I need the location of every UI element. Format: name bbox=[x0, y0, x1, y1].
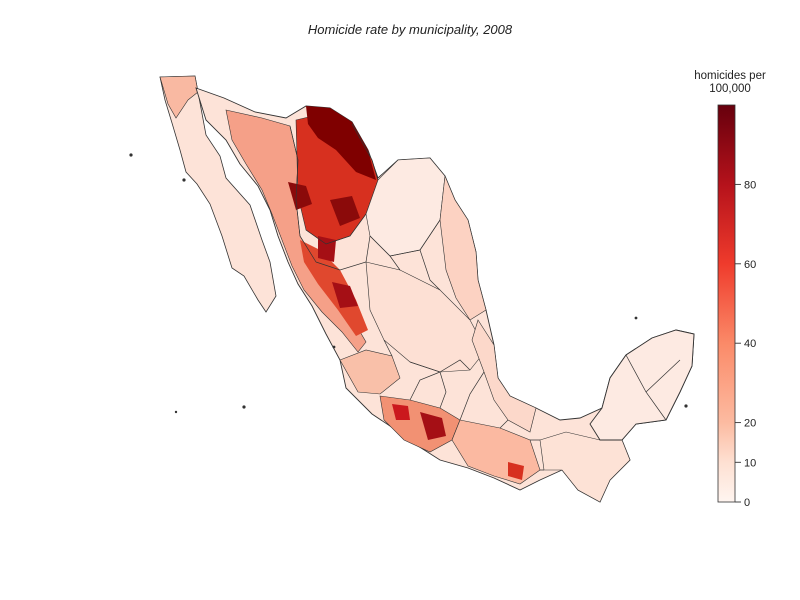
island-revillagigedo bbox=[174, 410, 178, 414]
island-guadalupe bbox=[129, 153, 133, 157]
legend-colorbar bbox=[717, 104, 736, 503]
durango-hotspot bbox=[332, 282, 358, 308]
legend-tick-label: 80 bbox=[744, 179, 756, 191]
veracruz-region bbox=[471, 319, 537, 433]
baja-california-north-region bbox=[159, 75, 199, 119]
yucatan-state-border bbox=[625, 354, 681, 421]
chihuahua-hotspot-center bbox=[330, 196, 360, 226]
island-cozumel bbox=[684, 404, 688, 408]
chiapas-region bbox=[539, 431, 631, 503]
tamaulipas-region bbox=[439, 174, 487, 321]
state-borders bbox=[289, 123, 544, 471]
legend-tick-label: 40 bbox=[744, 338, 756, 350]
island-socorro bbox=[242, 405, 246, 409]
legend: 0 10 20 40 60 80 bbox=[717, 104, 756, 509]
guerrero-hotspot bbox=[420, 412, 446, 440]
island-arrecife bbox=[634, 316, 638, 320]
ciudad-juarez-hotspot bbox=[306, 106, 376, 180]
jalisco-region bbox=[339, 349, 401, 395]
island-tiburon bbox=[182, 178, 186, 182]
island-tres-marias bbox=[332, 345, 336, 349]
baja-california-region bbox=[159, 75, 277, 313]
oaxaca-hotspot bbox=[508, 462, 524, 480]
map-title: Homicide rate by municipality, 2008 bbox=[307, 22, 513, 37]
legend-tick-label: 0 bbox=[744, 497, 750, 509]
legend-title-line1: homicides per bbox=[694, 70, 766, 82]
michoacan-hotspot bbox=[392, 404, 410, 420]
chihuahua-hotspot-west bbox=[288, 182, 312, 210]
legend-ticks: 0 10 20 40 60 80 bbox=[735, 179, 756, 509]
legend-tick-label: 60 bbox=[744, 259, 756, 271]
legend-tick-label: 10 bbox=[744, 457, 756, 469]
legend-tick-label: 20 bbox=[744, 418, 756, 430]
legend-title: homicides per 100,000 bbox=[682, 70, 778, 96]
legend-title-line2: 100,000 bbox=[709, 83, 751, 95]
